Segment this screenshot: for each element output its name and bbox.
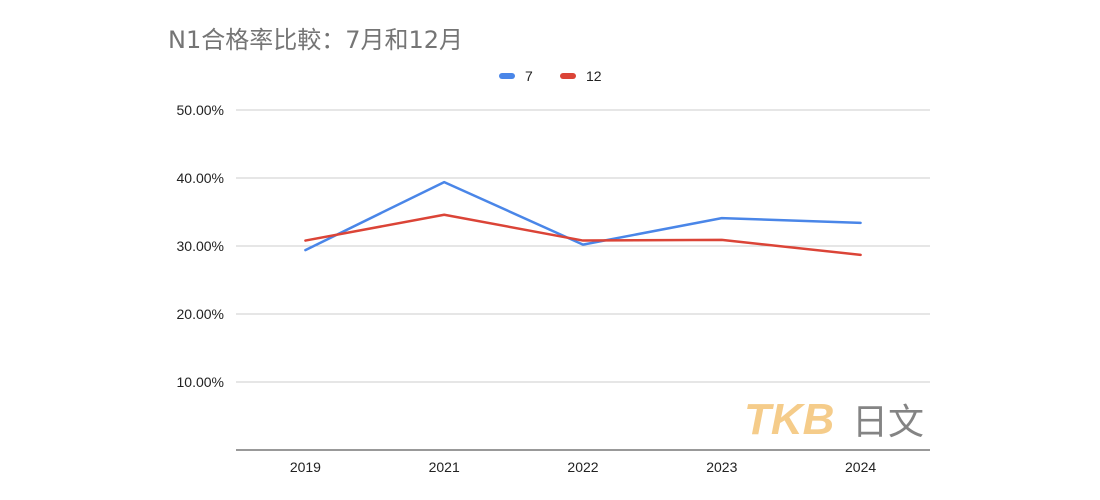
x-tick-label: 2019 (290, 459, 321, 475)
series-line-7 (304, 180, 862, 252)
legend-label: 12 (586, 68, 602, 84)
y-tick-label: 20.00% (177, 306, 224, 322)
x-tick-label: 2023 (706, 459, 737, 475)
y-axis-ticks: 10.00% 20.00% 30.00% 40.00% 50.00% (177, 102, 224, 390)
x-axis-ticks: 2019 2021 2022 2023 2024 (290, 459, 877, 475)
series-line-12 (304, 213, 862, 257)
y-tick-label: 10.00% (177, 374, 224, 390)
legend-swatch-7 (499, 73, 515, 79)
y-tick-label: 50.00% (177, 102, 224, 118)
legend: 7 12 (499, 68, 602, 84)
y-tick-label: 30.00% (177, 238, 224, 254)
svg-text:TKB: TKB (744, 395, 834, 444)
tkb-watermark-logo: TKB 日文 (744, 395, 924, 444)
x-tick-label: 2021 (429, 459, 460, 475)
grid-layer (236, 109, 930, 451)
chart-title: N1合格率比較：7月和12月 (168, 26, 464, 54)
legend-swatch-12 (560, 73, 576, 79)
x-tick-label: 2024 (845, 459, 876, 475)
legend-label: 7 (525, 68, 533, 84)
y-tick-label: 40.00% (177, 170, 224, 186)
x-tick-label: 2022 (567, 459, 598, 475)
svg-text:日文: 日文 (852, 402, 924, 443)
series-layer (304, 180, 862, 257)
